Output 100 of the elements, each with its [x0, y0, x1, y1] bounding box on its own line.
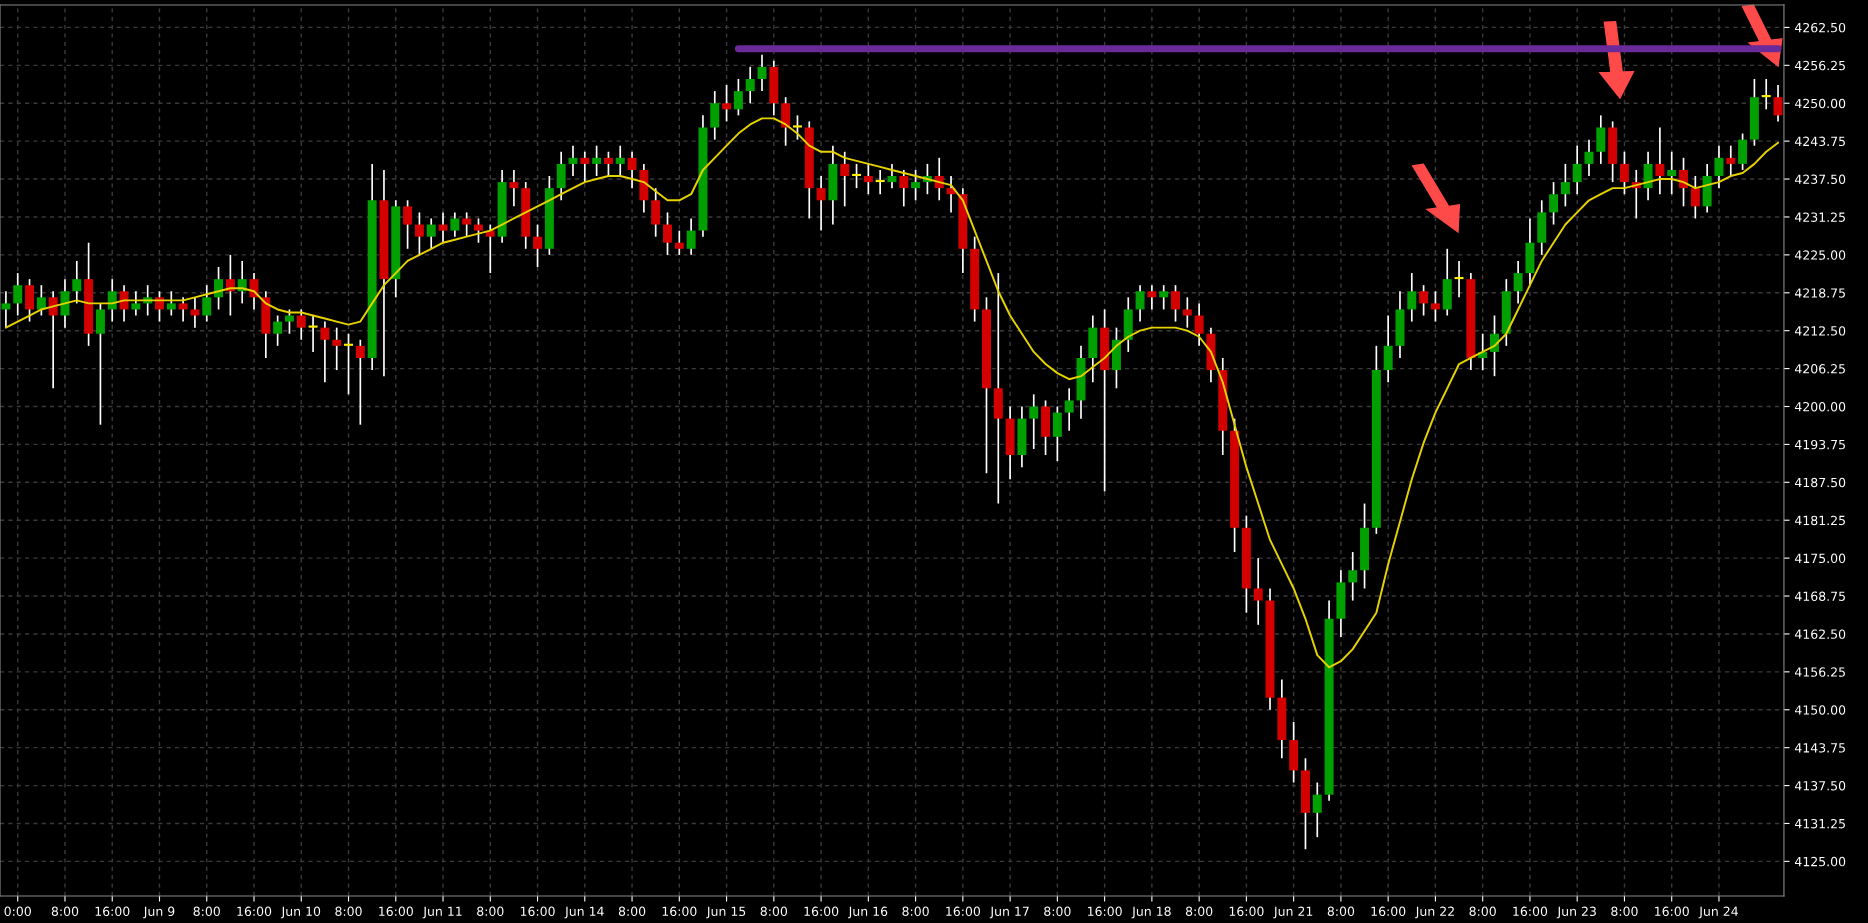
- candlestick: [580, 150, 590, 183]
- candlestick: [202, 284, 212, 323]
- x-tick-label: Jun 10: [280, 906, 321, 919]
- x-tick-label: 8:00: [193, 906, 220, 917]
- y-tick-label: 4243.75: [1794, 136, 1845, 147]
- x-tick-label: 8:00: [1611, 906, 1638, 917]
- line-series: [4, 117, 1779, 669]
- y-tick-label: 4212.50: [1794, 326, 1846, 336]
- y-tick-label: 4156.25: [1794, 667, 1845, 677]
- candlestick: [911, 169, 921, 202]
- x-tick-label: 16:00: [1513, 906, 1548, 917]
- candlestick: [674, 229, 684, 256]
- y-tick-label: 4181.25: [1794, 515, 1845, 526]
- candlestick: [592, 144, 602, 177]
- candlestick: [308, 314, 318, 353]
- candlestick: [1619, 150, 1629, 196]
- candlestick: [166, 290, 176, 317]
- x-tick-label: 16:00: [520, 906, 555, 917]
- candlestick: [615, 144, 625, 177]
- candlestick: [757, 53, 767, 92]
- candlestick: [344, 332, 354, 396]
- candlestick: [36, 284, 46, 317]
- x-tick-label: Jun 21: [1273, 906, 1313, 919]
- candlestick: [899, 169, 909, 208]
- x-tick-label: 16:00: [1655, 906, 1689, 917]
- candlestick: [840, 150, 850, 208]
- candlestick: [1, 290, 11, 329]
- x-tick-label: Jun 23: [1556, 906, 1596, 919]
- candlestick: [603, 150, 613, 177]
- x-tick-label: 8:00: [1185, 906, 1213, 917]
- x-tick-label: 16:00: [946, 906, 981, 917]
- candlestick: [296, 308, 306, 341]
- y-tick-label: 4131.25: [1794, 818, 1845, 829]
- candlestick: [1253, 557, 1263, 626]
- candlestick: [131, 290, 141, 317]
- candlestick: [1572, 144, 1582, 196]
- x-tick-label: 8:00: [618, 906, 646, 917]
- y-tick-label: 4225.00: [1794, 250, 1846, 260]
- candlestick: [1549, 181, 1559, 226]
- candlestick: [686, 217, 696, 256]
- candlestick: [1667, 150, 1677, 196]
- y-tick-label: 4125.00: [1794, 856, 1846, 867]
- candlestick: [1761, 78, 1771, 111]
- y-tick-label: 4168.75: [1794, 591, 1845, 601]
- candlestick: [1312, 781, 1322, 838]
- candlestick: [320, 320, 330, 384]
- x-tick-label: 8:00: [760, 906, 788, 917]
- x-tick-label: Jun 17: [989, 906, 1029, 919]
- candlestick: [1029, 393, 1039, 450]
- candlestick: [190, 296, 200, 329]
- candlestick: [426, 217, 436, 250]
- candlestick: [332, 326, 342, 371]
- x-tick-label: Jun 14: [564, 906, 604, 919]
- x-tick-label: 8:00: [1327, 906, 1355, 917]
- y-tick-label: 4137.50: [1794, 781, 1846, 791]
- candlestick: [722, 84, 732, 123]
- candlestick: [816, 175, 826, 232]
- y-tick-label: 4231.25: [1794, 212, 1845, 222]
- candlestick: [1726, 144, 1736, 177]
- candlestick: [627, 150, 637, 189]
- candlestick: [13, 272, 23, 317]
- y-tick-label: 4150.00: [1794, 705, 1846, 715]
- x-tick-label: 8:00: [477, 906, 504, 917]
- x-tick-label: 16:00: [662, 906, 697, 917]
- candlestick: [403, 199, 413, 250]
- x-tick-label: 16:00: [1229, 906, 1264, 917]
- x-tick-label: 16:00: [804, 906, 839, 917]
- candlestick: [72, 260, 82, 305]
- candlestick: [273, 314, 283, 347]
- candlestick: [745, 66, 755, 105]
- y-tick-label: 4250.00: [1794, 98, 1846, 109]
- candlestick: [1690, 175, 1700, 220]
- candlestick: [438, 211, 448, 244]
- x-tick-label: Jun 9: [143, 906, 175, 919]
- x-tick-label: 8:00: [1469, 906, 1496, 917]
- x-tick-label: 16:00: [237, 906, 272, 917]
- y-tick-label: 4175.00: [1794, 553, 1846, 564]
- x-tick-label: 16:00: [1087, 906, 1122, 917]
- x-tick-label: 8:00: [902, 906, 929, 917]
- y-tick-label: 4143.75: [1794, 743, 1845, 753]
- x-tick-label: 8:00: [335, 906, 362, 917]
- candlestick: [1714, 144, 1724, 189]
- y-tick-label: 4206.25: [1794, 364, 1845, 374]
- candlestick: [733, 78, 743, 117]
- candlestick: [875, 169, 885, 196]
- candlestick: [1064, 387, 1074, 432]
- candlestick: [1147, 284, 1157, 311]
- candlestick: [1159, 284, 1169, 311]
- y-tick-label: 4187.50: [1794, 477, 1846, 488]
- y-tick-label: 4256.25: [1794, 60, 1845, 71]
- x-tick-label: 0:00: [4, 906, 31, 917]
- x-tick-label: 8:00: [51, 906, 79, 917]
- candlestick: [284, 308, 294, 335]
- candlestick: [792, 114, 802, 141]
- candlestick: [663, 211, 672, 256]
- candlestick: [462, 211, 472, 238]
- candlestick: [1419, 284, 1429, 317]
- candlestick: [1194, 302, 1204, 347]
- y-tick-label: 4218.75: [1794, 288, 1845, 298]
- candlestick: [1348, 551, 1358, 602]
